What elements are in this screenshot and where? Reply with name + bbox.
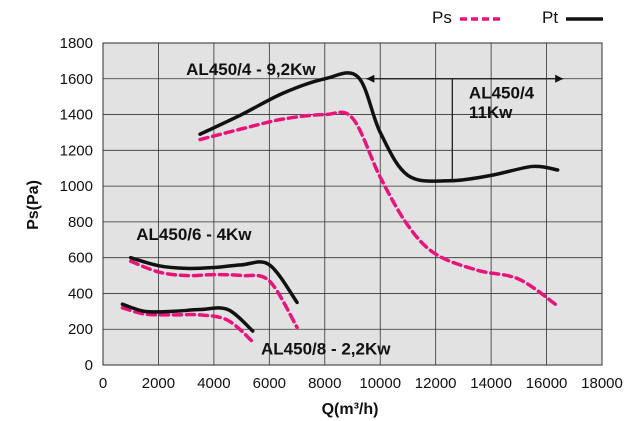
range-arrow-head-right [555, 74, 564, 83]
series-lines [120, 71, 560, 344]
y-tick-1200: 1200 [60, 142, 93, 159]
x-tick-14000: 14000 [470, 375, 512, 392]
legend-label-pt: Pt [542, 8, 558, 27]
line-al450-6-ps [128, 259, 299, 330]
line-al450-8-pt [120, 302, 255, 333]
line-al450-6-pt [128, 255, 299, 305]
x-tick-0: 0 [99, 375, 107, 392]
gridlines [102, 42, 603, 366]
y-axis-title: Ps(Pa) [25, 180, 42, 230]
legend: Ps Pt [432, 8, 603, 27]
annotation-al450-4-9-2kw-0: AL450/4 - 9,2Kw [186, 60, 316, 79]
y-tick-1400: 1400 [60, 107, 93, 124]
annotation-al450-6-4kw-3: AL450/6 - 4Kw [136, 225, 252, 244]
line-al450-4-ps [198, 110, 560, 308]
x-axis-title: Q(m³/h) [322, 401, 379, 418]
y-tick-1800: 1800 [60, 35, 93, 52]
x-tick-2000: 2000 [142, 375, 175, 392]
y-tick-0: 0 [85, 357, 93, 374]
y-tick-400: 400 [68, 285, 93, 302]
x-tick-16000: 16000 [526, 375, 568, 392]
y-tick-200: 200 [68, 321, 93, 338]
x-tick-10000: 10000 [359, 375, 401, 392]
range-arrow [366, 74, 564, 181]
x-tick-6000: 6000 [253, 375, 286, 392]
y-tick-1600: 1600 [60, 71, 93, 88]
x-tick-4000: 4000 [197, 375, 230, 392]
x-tick-8000: 8000 [308, 375, 341, 392]
y-tick-1000: 1000 [60, 178, 93, 195]
y-tick-600: 600 [68, 250, 93, 267]
y-tick-800: 800 [68, 214, 93, 231]
line-al450-8-ps [120, 306, 255, 344]
x-tick-12000: 12000 [415, 375, 457, 392]
annotation-al450-8-2-2kw-4: AL450/8 - 2,2Kw [261, 339, 391, 358]
x-tick-18000: 18000 [581, 375, 623, 392]
range-arrow-head-left [366, 74, 375, 83]
y-tick-labels: 0 200 400 600 800 1000 1200 1400 1600 1800 [60, 35, 93, 374]
legend-label-ps: Ps [432, 8, 452, 27]
line-al450-4-pt [198, 71, 560, 183]
x-tick-labels: 0 2000 4000 6000 8000 10000 12000 14000 16000 180… [99, 375, 623, 392]
annotation-11kw-2: 11Kw [469, 103, 513, 122]
annotation-al450-4-1: AL450/4 [469, 83, 535, 102]
